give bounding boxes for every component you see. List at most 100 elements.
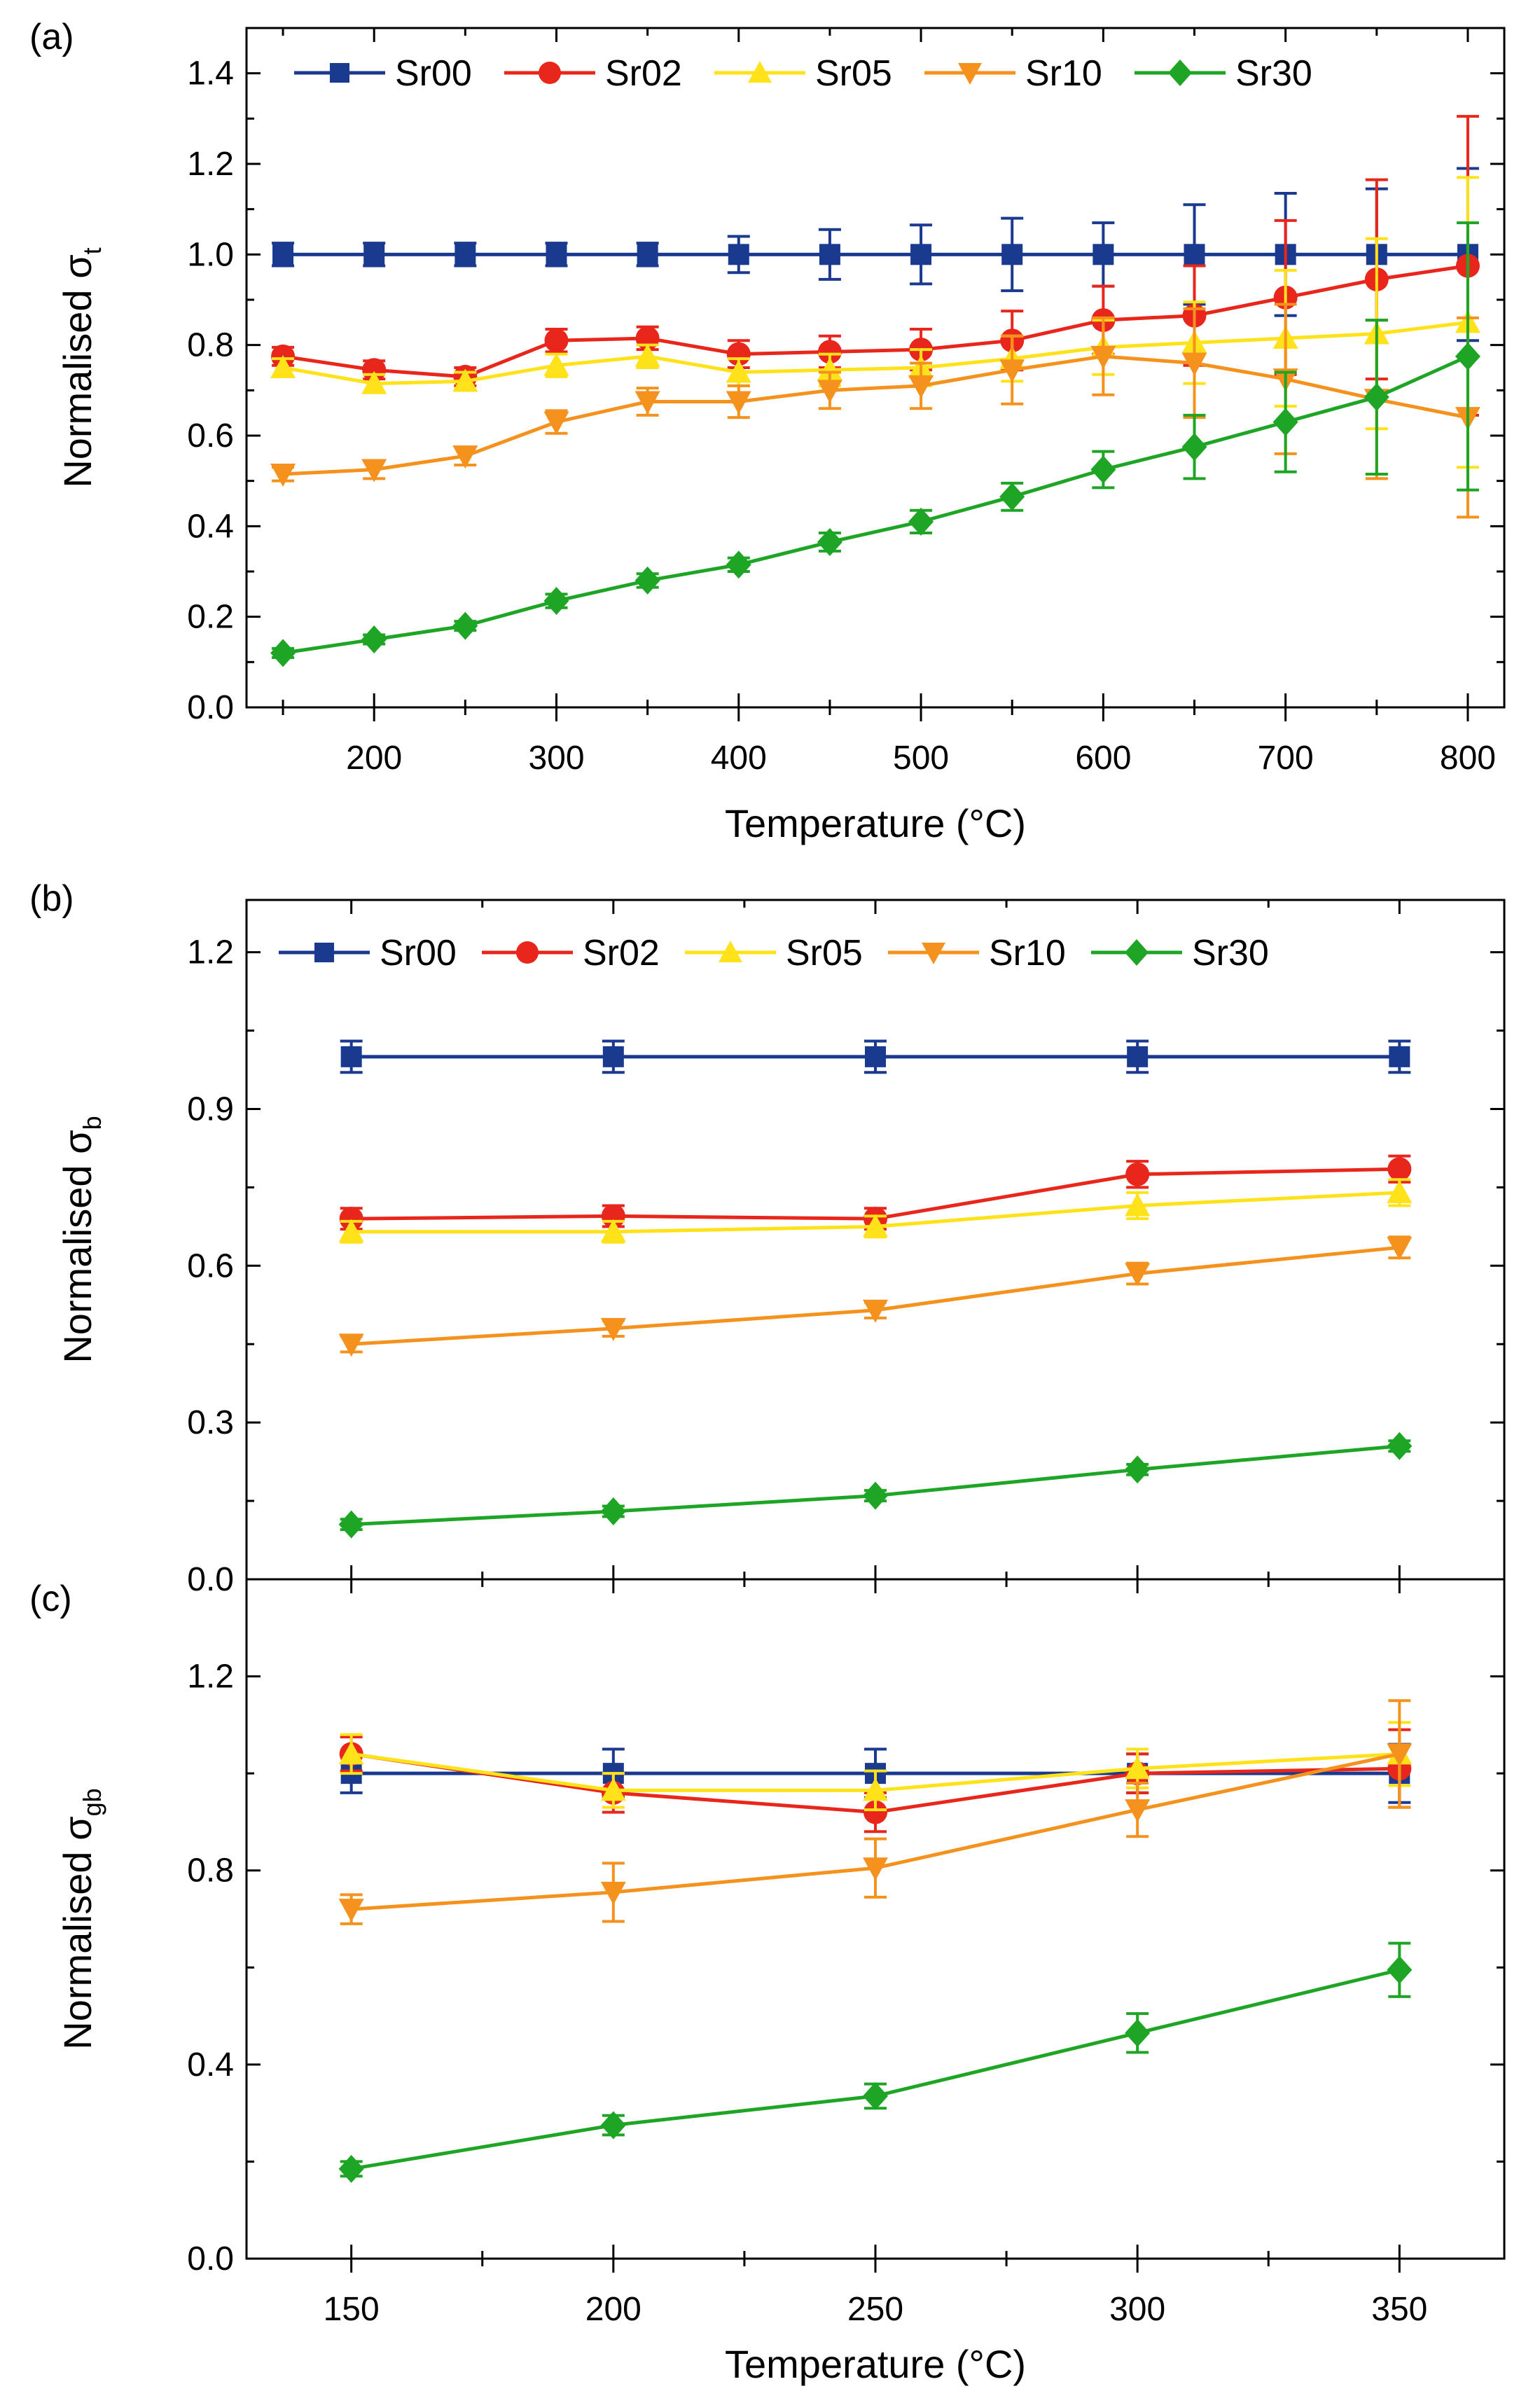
legend-label: Sr02 bbox=[583, 933, 660, 973]
y-tick-label: 0.4 bbox=[187, 2046, 234, 2084]
panel-c: 0.0 0.4 0.8 1.2 150 200 250 300 350 Normalised σg… bbox=[29, 1578, 1506, 2386]
legend-item-Sr30: Sr30 bbox=[1091, 933, 1269, 973]
data-point-Sr10 bbox=[1125, 1263, 1151, 1287]
panel-label: (c) bbox=[29, 1579, 72, 1619]
legend-marker-Sr30 bbox=[1125, 939, 1149, 966]
series-Sr30 bbox=[270, 221, 1480, 667]
legend-label: Sr02 bbox=[605, 53, 682, 94]
series-Sr05 bbox=[270, 176, 1480, 469]
y-tick-label: 0.8 bbox=[187, 327, 234, 364]
data-point-Sr02 bbox=[1125, 1162, 1150, 1186]
y-tick-label: 0.0 bbox=[187, 1561, 234, 1598]
x-tick-label: 300 bbox=[1109, 2291, 1165, 2328]
plot-frame bbox=[245, 899, 1506, 1581]
data-point-Sr30 bbox=[999, 483, 1025, 511]
data-point-Sr10 bbox=[726, 391, 751, 415]
panel-label: (a) bbox=[29, 17, 74, 57]
series-Sr10 bbox=[270, 303, 1480, 519]
data-point-Sr00 bbox=[546, 244, 567, 265]
x-tick-label: 200 bbox=[585, 2291, 641, 2328]
series-Sr05 bbox=[338, 1178, 1413, 1244]
series-Sr00 bbox=[272, 167, 1479, 342]
legend-marker-Sr02 bbox=[539, 62, 561, 84]
data-point-Sr10 bbox=[361, 459, 387, 483]
x-tick-label: 600 bbox=[1075, 740, 1131, 777]
series-line-Sr05 bbox=[282, 320, 1469, 386]
series-line-Sr30 bbox=[282, 354, 1469, 655]
data-point-Sr30 bbox=[1455, 342, 1480, 370]
data-point-Sr30 bbox=[1387, 1432, 1413, 1460]
data-point-Sr05 bbox=[338, 1741, 364, 1765]
data-point-Sr30 bbox=[863, 1481, 888, 1510]
legend-label: Sr05 bbox=[815, 53, 892, 94]
y-tick-label: 1.4 bbox=[187, 55, 234, 92]
x-axis-label: Temperature (°C) bbox=[725, 2342, 1026, 2386]
y-tick-label: 0.0 bbox=[187, 689, 234, 726]
data-point-Sr00 bbox=[1389, 1046, 1410, 1067]
data-point-Sr10 bbox=[1181, 352, 1207, 376]
data-point-Sr10 bbox=[999, 359, 1025, 383]
data-point-Sr05 bbox=[634, 343, 660, 367]
data-point-Sr30 bbox=[600, 1497, 626, 1525]
y-tick-label: 1.0 bbox=[187, 236, 234, 273]
legend-marker-Sr02 bbox=[516, 941, 539, 964]
data-point-Sr05 bbox=[600, 1777, 626, 1801]
data-point-Sr30 bbox=[1387, 1955, 1413, 1984]
data-point-Sr02 bbox=[362, 358, 387, 382]
plot-frame bbox=[245, 1578, 1506, 2260]
series-line-Sr02 bbox=[282, 264, 1469, 379]
legend-item-Sr05: Sr05 bbox=[714, 53, 892, 94]
data-point-Sr05 bbox=[452, 368, 478, 392]
data-point-Sr30 bbox=[270, 639, 296, 667]
data-point-Sr05 bbox=[1125, 1193, 1151, 1217]
data-point-Sr10 bbox=[908, 375, 934, 398]
y-tick-label: 0.0 bbox=[187, 2240, 234, 2278]
legend-marker-Sr10 bbox=[958, 63, 982, 85]
data-point-Sr05 bbox=[361, 370, 387, 394]
legend-item-Sr10: Sr10 bbox=[888, 933, 1066, 973]
y-tick-label: 1.2 bbox=[187, 934, 234, 971]
data-point-Sr30 bbox=[863, 2081, 888, 2110]
legend-item-Sr02: Sr02 bbox=[504, 53, 682, 94]
y-axis-label: Normalised σgb bbox=[55, 1788, 106, 2049]
legend: Sr00 Sr02 Sr05 Sr10 Sr30 bbox=[294, 53, 1312, 94]
legend-item-Sr10: Sr10 bbox=[924, 53, 1102, 94]
data-point-Sr00 bbox=[819, 244, 840, 265]
data-point-Sr10 bbox=[863, 1857, 888, 1881]
legend-marker-Sr00 bbox=[330, 63, 349, 83]
y-tick-label: 0.6 bbox=[187, 417, 234, 455]
legend-label: Sr05 bbox=[786, 933, 863, 973]
x-tick-label: 400 bbox=[711, 740, 767, 777]
y-tick-label: 0.2 bbox=[187, 599, 234, 636]
data-point-Sr30 bbox=[338, 1510, 364, 1539]
y-tick-label: 0.6 bbox=[187, 1247, 234, 1284]
data-point-Sr30 bbox=[600, 2111, 626, 2140]
data-point-Sr00 bbox=[1092, 244, 1114, 265]
data-point-Sr30 bbox=[452, 611, 478, 640]
data-point-Sr05 bbox=[338, 1219, 364, 1242]
data-point-Sr05 bbox=[863, 1214, 888, 1238]
series-line-Sr10 bbox=[351, 1245, 1400, 1346]
legend-label: Sr00 bbox=[395, 53, 472, 94]
data-point-Sr00 bbox=[728, 244, 749, 265]
data-point-Sr00 bbox=[363, 244, 385, 265]
data-point-Sr02 bbox=[817, 340, 842, 364]
data-point-Sr00 bbox=[340, 1046, 362, 1067]
data-point-Sr30 bbox=[361, 625, 387, 653]
legend-marker-Sr10 bbox=[922, 943, 945, 964]
legend-label: Sr00 bbox=[380, 933, 457, 973]
data-point-Sr30 bbox=[1125, 2018, 1151, 2047]
panel-a: 0.0 0.2 0.4 0.6 0.8 1.0 1.2 1.4 200 300 400 500 600 7… bbox=[29, 17, 1506, 845]
data-point-Sr00 bbox=[272, 244, 294, 265]
series-Sr10 bbox=[338, 1699, 1413, 1925]
data-point-Sr30 bbox=[1090, 455, 1116, 484]
panel-label: (b) bbox=[29, 878, 74, 919]
data-point-Sr00 bbox=[910, 244, 932, 265]
data-point-Sr10 bbox=[600, 1881, 626, 1905]
legend-item-Sr02: Sr02 bbox=[482, 933, 660, 973]
legend-marker-Sr05 bbox=[748, 61, 772, 83]
data-point-Sr10 bbox=[1125, 1799, 1151, 1823]
legend-item-Sr00: Sr00 bbox=[279, 933, 457, 973]
data-point-Sr05 bbox=[543, 352, 569, 376]
data-point-Sr00 bbox=[602, 1046, 624, 1067]
